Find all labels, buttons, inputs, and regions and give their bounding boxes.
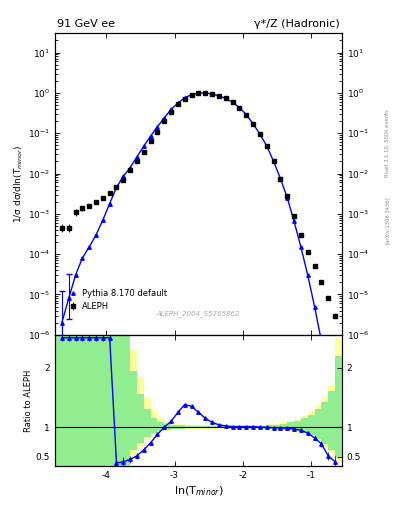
Pythia 8.170 default (73, 272, 78, 279)
Legend: Pythia 8.170 default, ALEPH: Pythia 8.170 default, ALEPH (65, 287, 169, 312)
Pythia 8.170 default (237, 104, 242, 111)
Pythia 8.170 default (299, 244, 303, 250)
Pythia 8.170 default (305, 272, 310, 279)
Pythia 8.170 default (135, 154, 140, 160)
Y-axis label: Ratio to ALEPH: Ratio to ALEPH (24, 369, 33, 432)
Pythia 8.170 default (114, 184, 119, 190)
Pythia 8.170 default (94, 232, 98, 238)
Pythia 8.170 default (59, 319, 64, 326)
Pythia 8.170 default (101, 217, 105, 223)
Pythia 8.170 default (121, 173, 126, 179)
Pythia 8.170 default (224, 95, 228, 101)
Pythia 8.170 default (333, 424, 338, 431)
Pythia 8.170 default (217, 93, 221, 99)
Pythia 8.170 default (312, 304, 317, 310)
Pythia 8.170 default (285, 195, 290, 201)
Pythia 8.170 default (155, 123, 160, 130)
Pythia 8.170 default (162, 115, 167, 121)
Pythia 8.170 default (203, 90, 208, 96)
X-axis label: ln(T$_{minor}$): ln(T$_{minor}$) (174, 484, 223, 498)
Pythia 8.170 default (66, 295, 71, 302)
Pythia 8.170 default (264, 143, 269, 149)
Pythia 8.170 default (230, 99, 235, 105)
Text: Rivet 3.1.10, 500k events: Rivet 3.1.10, 500k events (385, 110, 390, 177)
Pythia 8.170 default (326, 376, 331, 382)
Pythia 8.170 default (210, 91, 215, 97)
Pythia 8.170 default (182, 95, 187, 101)
Y-axis label: 1/σ dσ/dln(T$_{minor}$): 1/σ dσ/dln(T$_{minor}$) (12, 145, 25, 223)
Pythia 8.170 default (196, 90, 201, 96)
Pythia 8.170 default (244, 112, 249, 118)
Text: γ*/Z (Hadronic): γ*/Z (Hadronic) (254, 19, 340, 29)
Pythia 8.170 default (87, 244, 92, 250)
Pythia 8.170 default (80, 255, 85, 261)
Pythia 8.170 default (148, 133, 153, 139)
Pythia 8.170 default (319, 338, 324, 344)
Text: [arXiv:1306.3436]: [arXiv:1306.3436] (385, 196, 390, 244)
Pythia 8.170 default (251, 121, 255, 127)
Pythia 8.170 default (176, 100, 180, 106)
Pythia 8.170 default (189, 92, 194, 98)
Pythia 8.170 default (128, 164, 132, 170)
Pythia 8.170 default (141, 143, 146, 149)
Pythia 8.170 default (271, 158, 276, 164)
Pythia 8.170 default (278, 176, 283, 182)
Text: ALEPH_2004_S5765862: ALEPH_2004_S5765862 (157, 310, 240, 317)
Text: 91 GeV ee: 91 GeV ee (57, 19, 115, 29)
Pythia 8.170 default (292, 218, 296, 224)
Pythia 8.170 default (107, 201, 112, 207)
Line: Pythia 8.170 default: Pythia 8.170 default (60, 91, 337, 430)
Pythia 8.170 default (257, 131, 262, 137)
Pythia 8.170 default (169, 106, 173, 113)
